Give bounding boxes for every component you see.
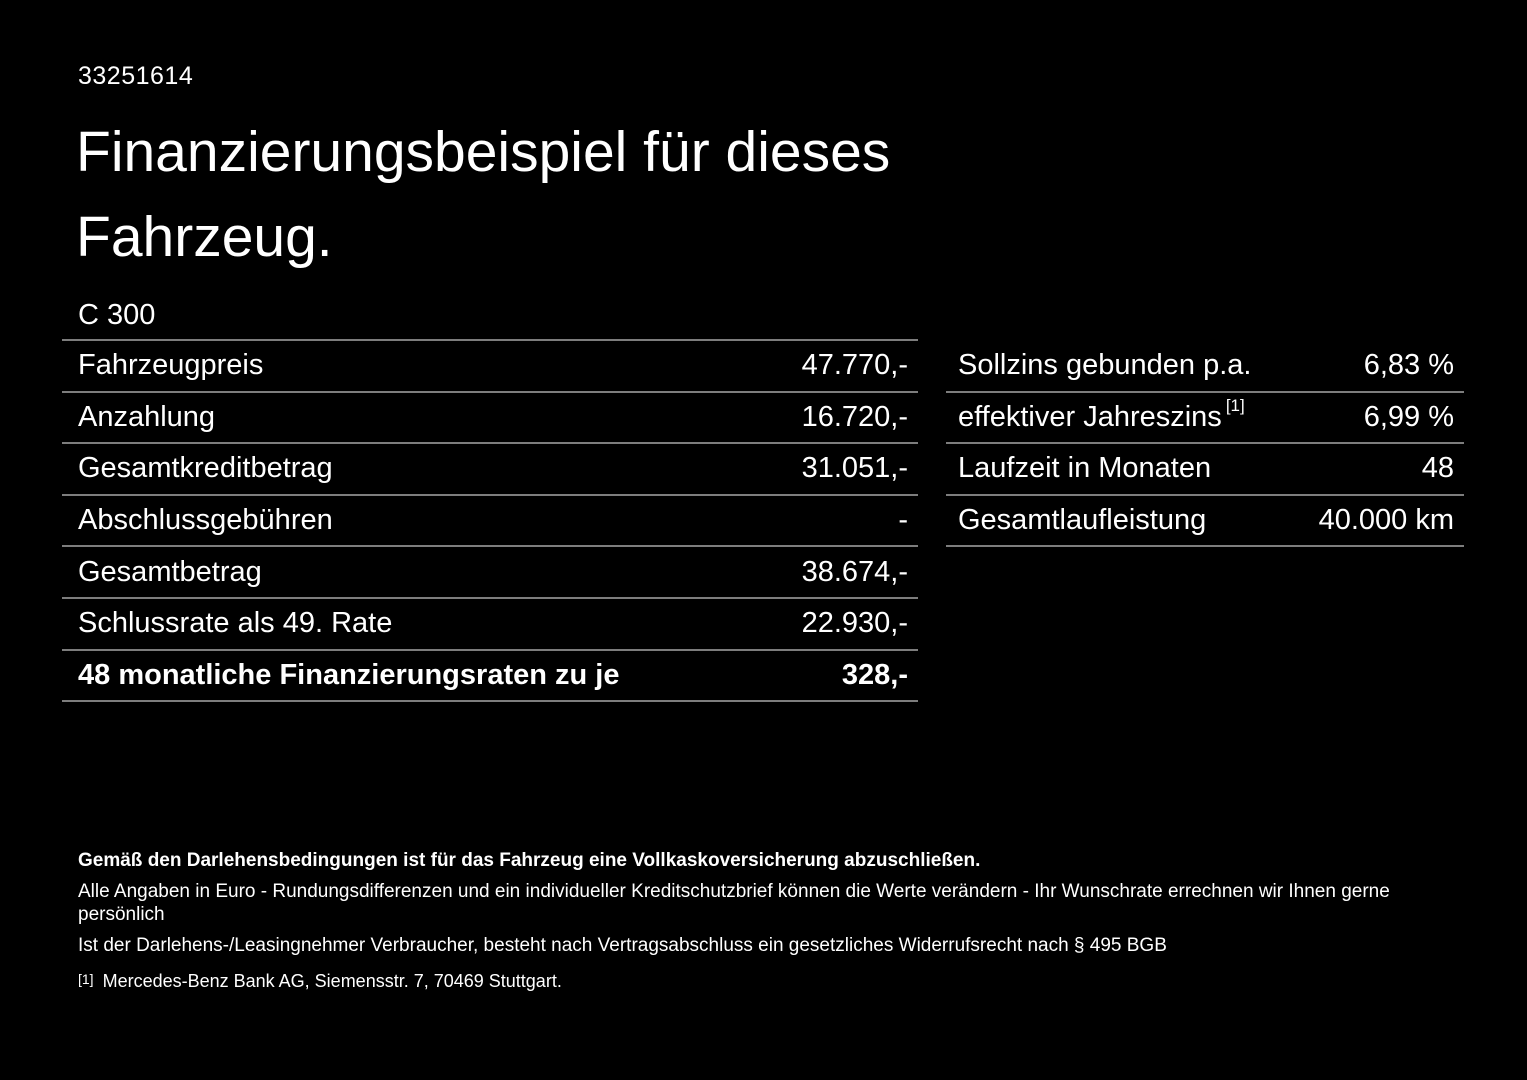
row-label: Fahrzeugpreis [78,349,264,382]
row-value: 328,- [841,658,908,691]
row-value: 48 [1421,452,1454,485]
table-row-monthly-rate: 48 monatliche Finanzierungsraten zu je 3… [62,651,918,703]
row-value: 47.770,- [801,349,908,382]
row-label: Abschlussgebühren [78,504,333,537]
disclaimer-line-2: Ist der Darlehens-/Leasingnehmer Verbrau… [78,935,1167,956]
table-row: Sollzins gebunden p.a. 6,83 % [946,341,1464,393]
row-value: 6,83 % [1363,349,1454,382]
vehicle-model: C 300 [78,299,156,331]
footnote-text: Mercedes-Benz Bank AG, Siemensstr. 7, 70… [102,971,562,991]
row-value: - [898,504,908,537]
row-value: 31.051,- [801,452,908,485]
row-value: 38.674,- [801,555,908,588]
table-row: Abschlussgebühren - [62,496,918,548]
row-label: effektiver Jahreszins [1] [958,396,1245,433]
row-value: 16.720,- [801,400,908,433]
footnote-marker: [1] [78,971,94,987]
table-row: Anzahlung 16.720,- [62,393,918,445]
bank-footnote: [1] Mercedes-Benz Bank AG, Siemensstr. 7,… [78,971,1468,992]
table-row: effektiver Jahreszins [1] 6,99 % [946,393,1464,445]
footer-disclaimers: Gemäß den Darlehensbedingungen ist für d… [78,849,1468,992]
row-label: Anzahlung [78,400,216,433]
row-label: Gesamtlaufleistung [958,504,1207,537]
table-row: Schlussrate als 49. Rate 22.930,- [62,599,918,651]
row-value: 6,99 % [1363,400,1454,433]
row-label: Schlussrate als 49. Rate [78,607,393,640]
disclaimer-line-1: Alle Angaben in Euro - Rundungsdifferenz… [78,881,1390,925]
table-row: Gesamtlaufleistung 40.000 km [946,496,1464,548]
table-row: Gesamtkreditbetrag 31.051,- [62,444,918,496]
row-label: 48 monatliche Finanzierungsraten zu je [78,658,620,691]
row-value: 22.930,- [801,607,908,640]
row-value: 40.000 km [1318,504,1454,537]
row-label: Laufzeit in Monaten [958,452,1212,485]
finance-table: Fahrzeugpreis 47.770,- Anzahlung 16.720,… [62,339,918,703]
document-number: 33251614 [78,62,194,90]
insurance-notice: Gemäß den Darlehensbedingungen ist für d… [78,850,981,871]
row-label: Gesamtbetrag [78,555,262,588]
row-label: Sollzins gebunden p.a. [958,349,1252,382]
page-title: Finanzierungsbeispiel für dieses Fahrzeu… [76,120,891,269]
table-row: Fahrzeugpreis 47.770,- [62,341,918,393]
row-label: Gesamtkreditbetrag [78,452,333,485]
table-row: Gesamtbetrag 38.674,- [62,547,918,599]
footnote-marker: [1] [1225,396,1245,416]
table-row: Laufzeit in Monaten 48 [946,444,1464,496]
terms-table: Sollzins gebunden p.a. 6,83 % effektiver… [946,341,1464,548]
